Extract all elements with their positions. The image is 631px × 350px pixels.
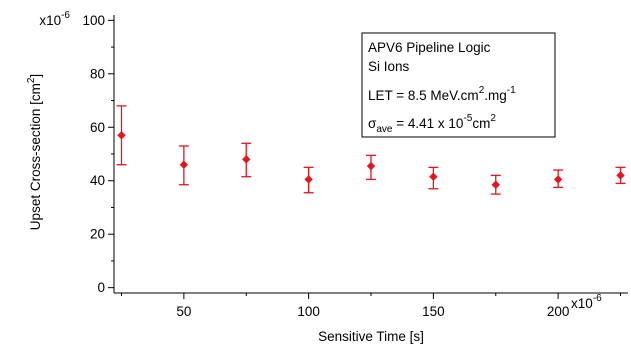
legend: APV6 Pipeline Logic Si Ions LET = 8.5 Me… [361, 32, 556, 138]
y-axis-title-end: ] [28, 74, 43, 78]
ticks: 0 20 40 60 80 100 50 100 150 200 [82, 13, 622, 319]
legend-let-sup2: -1 [507, 85, 516, 96]
legend-line-1: APV6 Pipeline Logic [368, 40, 491, 55]
legend-let-sup1: 2 [479, 85, 485, 96]
x-exponent-sup: -6 [593, 293, 602, 304]
y-axis-title: Upset Cross-section [cm2] [26, 74, 43, 230]
data-point [242, 155, 251, 164]
legend-sigma-symbol: σ [368, 116, 377, 131]
legend-line-2: Si Ions [368, 59, 410, 74]
legend-sigma-value: = 4.41 x 10 [392, 116, 463, 131]
data-point [117, 131, 126, 140]
data-point [491, 180, 500, 189]
y-exponent-base: x10 [39, 13, 61, 28]
y-tick-label: 40 [90, 173, 105, 188]
x-tick-label: 100 [297, 304, 320, 319]
y-axis-title-main: Upset Cross-section [cm [28, 83, 43, 230]
y-tick-label: 60 [90, 120, 105, 135]
data-point [304, 175, 313, 184]
legend-sigma-unit: cm [472, 116, 490, 131]
legend-let-prefix: LET = 8.5 MeV.cm [368, 88, 479, 103]
legend-frame [361, 32, 556, 138]
legend-sigma: σave = 4.41 x 10-5cm2 [368, 113, 496, 135]
x-axis-title: Sensitive Time [s] [318, 329, 424, 344]
data-point [553, 175, 563, 184]
data-point [616, 171, 625, 180]
data-point [366, 161, 376, 171]
x-tick-label: 150 [422, 304, 445, 319]
y-tick-label: 0 [97, 280, 105, 295]
y-tick-label: 100 [82, 13, 105, 28]
legend-let-mid: .mg [484, 88, 507, 103]
legend-sigma-unit-sup: 2 [490, 113, 496, 124]
data-point [179, 160, 189, 169]
data-point [429, 172, 438, 181]
y-axis-title-sup: 2 [26, 77, 37, 83]
x-tick-label: 200 [547, 304, 570, 319]
legend-sigma-sup: -5 [463, 113, 472, 124]
y-exponent-label: x10-6 [39, 10, 70, 28]
y-exponent-sup: -6 [61, 10, 70, 21]
data-marks [116, 105, 626, 195]
x-exponent-label: x10-6 [571, 293, 602, 311]
y-tick-label: 20 [90, 227, 105, 242]
legend-sigma-sub: ave [376, 124, 393, 135]
x-exponent-base: x10 [571, 296, 593, 311]
y-tick-label: 80 [90, 66, 105, 81]
legend-let: LET = 8.5 MeV.cm2.mg-1 [368, 85, 516, 103]
x-tick-label: 50 [176, 304, 191, 319]
